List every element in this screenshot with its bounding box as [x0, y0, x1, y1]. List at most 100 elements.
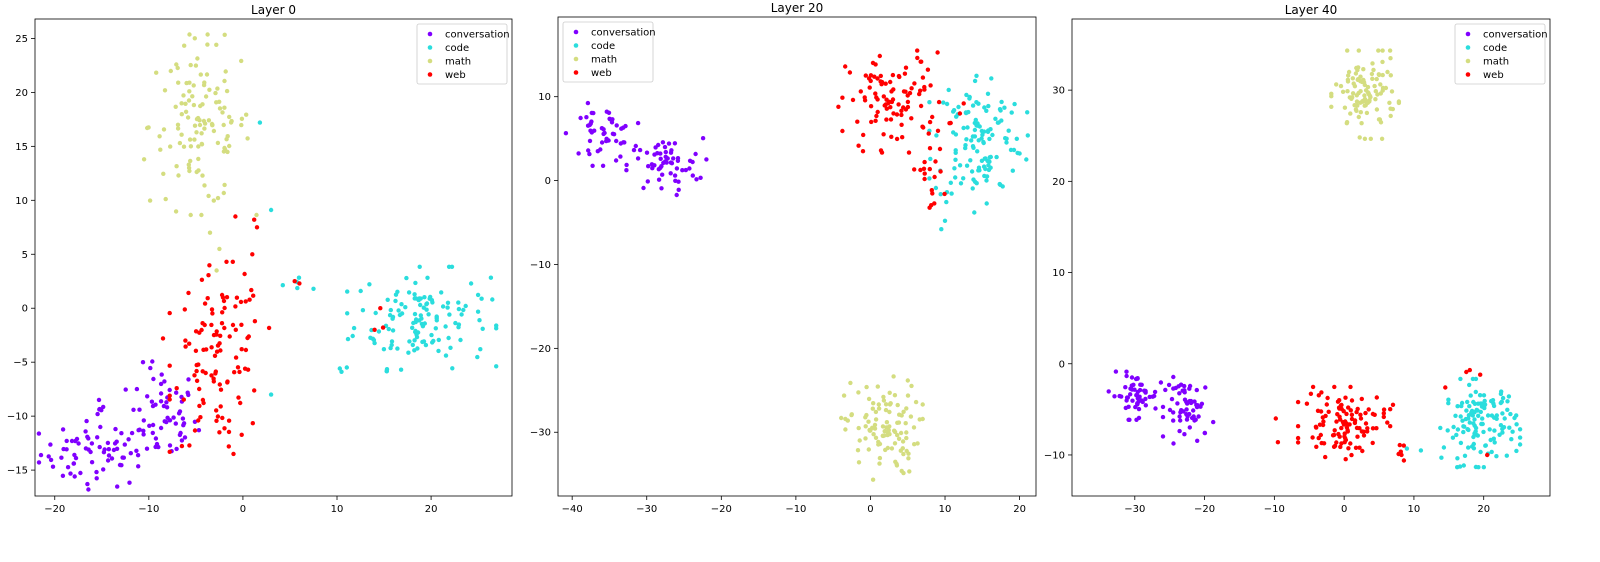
- scatter-point: [1361, 77, 1366, 83]
- series-math: [839, 374, 925, 482]
- scatter-point: [1370, 76, 1375, 82]
- scatter-point: [222, 426, 227, 431]
- scatter-point: [205, 42, 210, 47]
- scatter-point: [413, 280, 418, 286]
- scatter-point: [1438, 425, 1443, 431]
- scatter-point: [1123, 405, 1129, 411]
- scatter-point: [430, 340, 435, 345]
- legend-marker: [1465, 72, 1471, 77]
- scatter-point: [1175, 401, 1180, 406]
- scatter-point: [421, 305, 426, 310]
- scatter-point: [254, 225, 260, 230]
- scatter-point: [173, 421, 178, 426]
- scatter-point: [207, 230, 213, 235]
- scatter-point: [1191, 414, 1196, 419]
- scatter-point: [1378, 82, 1383, 87]
- scatter-point: [1466, 427, 1471, 433]
- scatter-point: [151, 376, 156, 382]
- scatter-point: [906, 456, 911, 461]
- scatter-point: [666, 141, 672, 146]
- scatter-point: [135, 453, 141, 458]
- legend-label: conversation: [1483, 30, 1548, 41]
- scatter-point: [202, 183, 207, 188]
- legend-box: [562, 21, 654, 83]
- scatter-point: [218, 348, 223, 353]
- scatter-point: [211, 128, 217, 134]
- scatter-point: [920, 124, 925, 129]
- y-tick-label: 15: [15, 142, 28, 153]
- scatter-point: [85, 434, 90, 439]
- scatter-point: [1467, 404, 1472, 409]
- scatter-point: [927, 176, 932, 181]
- scatter-point: [904, 406, 909, 411]
- scatter-point: [200, 173, 205, 178]
- scatter-point: [1345, 89, 1350, 94]
- x-tick-label: 10: [331, 504, 344, 515]
- scatter-point: [187, 89, 192, 94]
- scatter-point: [895, 420, 900, 425]
- scatter-point: [157, 134, 162, 139]
- x-tick-label: −20: [711, 504, 732, 515]
- scatter-point: [1471, 434, 1476, 440]
- scatter-point: [214, 329, 219, 334]
- scatter-point: [222, 105, 227, 110]
- scatter-point: [1158, 380, 1164, 385]
- scatter-point: [445, 305, 450, 310]
- scatter-point: [224, 259, 229, 264]
- scatter-point: [214, 268, 219, 273]
- scatter-point: [297, 281, 302, 286]
- scatter-point: [214, 408, 219, 413]
- scatter-point: [909, 86, 914, 91]
- scatter-point: [488, 275, 494, 280]
- scatter-point: [468, 281, 474, 286]
- y-tick-label: −10: [530, 260, 551, 271]
- scatter-point: [456, 300, 461, 305]
- scatter-point: [197, 403, 202, 409]
- scatter-point: [461, 307, 466, 313]
- scatter-point: [36, 460, 42, 465]
- scatter-point: [863, 436, 868, 441]
- scatter-point: [396, 308, 401, 313]
- scatter-point: [953, 150, 958, 155]
- scatter-point: [406, 290, 412, 295]
- scatter-point: [911, 425, 917, 430]
- scatter-point: [1152, 393, 1157, 399]
- scatter-point: [652, 152, 657, 157]
- scatter-point: [1514, 413, 1519, 418]
- scatter-point: [871, 432, 876, 437]
- scatter-point: [209, 322, 214, 328]
- scatter-point: [239, 58, 244, 64]
- scatter-point: [436, 337, 441, 343]
- scatter-point: [984, 201, 989, 206]
- scatter-point: [174, 446, 179, 452]
- scatter-point: [1160, 404, 1166, 410]
- legend-label: code: [445, 43, 469, 54]
- scatter-point: [892, 393, 898, 398]
- scatter-point: [50, 464, 56, 469]
- scatter-point: [1352, 103, 1357, 108]
- scatter-point: [221, 298, 227, 304]
- scatter-point: [690, 173, 695, 178]
- scatter-point: [1359, 429, 1365, 434]
- scatter-point: [935, 50, 940, 55]
- scatter-point: [140, 360, 146, 365]
- scatter-point: [106, 453, 112, 458]
- scatter-point: [202, 80, 207, 85]
- scatter-point: [843, 64, 848, 69]
- scatter-point: [1505, 399, 1510, 404]
- x-tick-label: −10: [1264, 504, 1285, 515]
- scatter-point: [1176, 384, 1181, 389]
- scatter-point: [257, 120, 263, 125]
- scatter-point: [1352, 84, 1358, 89]
- scatter-point: [1143, 388, 1148, 394]
- scatter-point: [296, 275, 302, 280]
- scatter-point: [653, 145, 658, 150]
- scatter-point: [929, 188, 934, 193]
- scatter-point: [883, 402, 889, 407]
- scatter-point: [1390, 402, 1396, 407]
- scatter-point: [888, 79, 893, 85]
- scatter-point: [938, 192, 943, 197]
- scatter-point: [984, 174, 990, 179]
- series-web: [160, 214, 386, 457]
- scatter-point: [1343, 437, 1349, 443]
